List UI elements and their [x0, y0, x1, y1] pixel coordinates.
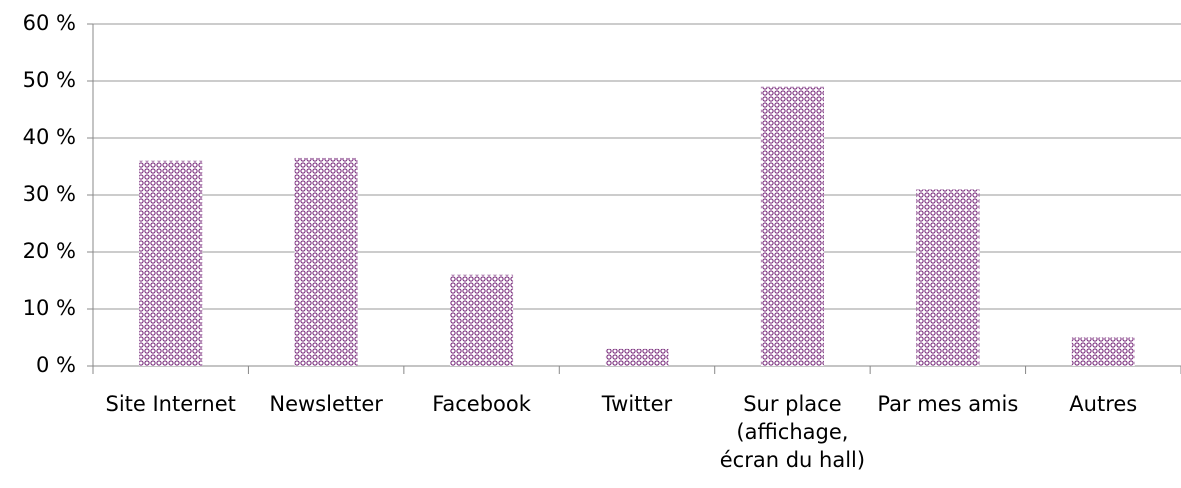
x-tick-label: Sur place (affichage, écran du hall)	[719, 392, 866, 472]
y-tick-label: 0 %	[36, 353, 76, 377]
y-tick-label: 60 %	[23, 11, 76, 35]
x-tick-label: Facebook	[432, 392, 531, 416]
y-tick-label: 50 %	[23, 68, 76, 92]
x-tick-label: Par mes amis	[877, 392, 1019, 416]
x-tick-label: Autres	[1069, 392, 1138, 416]
bar	[760, 86, 824, 366]
bar	[605, 348, 669, 366]
bar	[450, 274, 514, 366]
x-tick-label: Twitter	[601, 392, 673, 416]
y-tick-label: 20 %	[23, 239, 76, 263]
y-tick-label: 40 %	[23, 125, 76, 149]
y-tick-label: 10 %	[23, 296, 76, 320]
bar	[916, 189, 980, 366]
bar	[294, 157, 358, 366]
bar	[139, 160, 203, 366]
x-tick-label: Site Internet	[105, 392, 236, 416]
y-tick-label: 30 %	[23, 182, 76, 206]
bar	[1071, 337, 1135, 366]
x-tick-label: Newsletter	[269, 392, 383, 416]
